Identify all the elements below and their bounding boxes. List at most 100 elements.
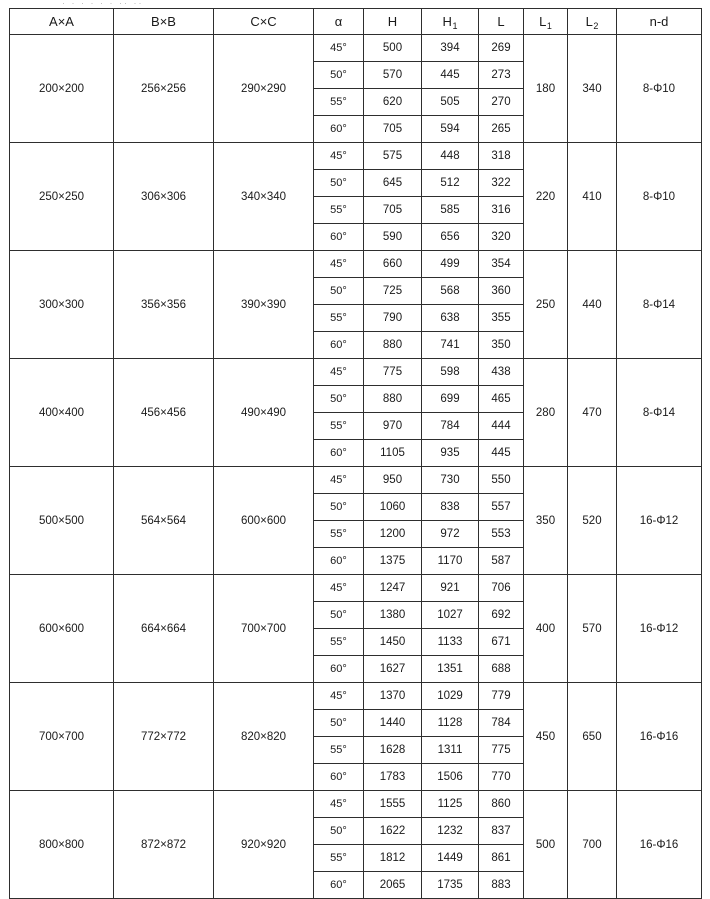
group-cell-cxc: 700×700 (213, 574, 314, 683)
h1-value-cell: 699 (421, 385, 479, 413)
l-value-cell: 444 (478, 412, 524, 440)
h1-value-cell: 1128 (421, 709, 479, 737)
table-row: 55° 790 638 355 (10, 304, 702, 332)
h1-value-cell: 394 (421, 34, 479, 62)
angle-cell: 55° (313, 412, 364, 440)
column-header-cxc: C×C (213, 8, 314, 35)
angle-cell: 50° (313, 169, 364, 197)
h-value-cell: 660 (363, 250, 422, 278)
h1-value-cell: 594 (421, 115, 479, 143)
h-value-cell: 1450 (363, 628, 422, 656)
group-cell-axa: 700×700 (9, 682, 114, 791)
angle-cell: 55° (313, 88, 364, 116)
group-cell-l2: 700 (567, 790, 617, 899)
group-cell-l2: 570 (567, 574, 617, 683)
column-header-l: L (478, 8, 524, 35)
table-row: 500×500 564×564 600×600 45° 950 730 550 350 520 1… (9, 466, 702, 575)
group-cell-l1: 220 (523, 142, 568, 251)
h1-value-cell: 1311 (421, 736, 479, 764)
angle-cell: 50° (313, 817, 364, 845)
l-value-cell: 273 (478, 61, 524, 89)
h1-value-cell: 730 (421, 466, 479, 494)
l-value-cell: 671 (478, 628, 524, 656)
angle-cell: 50° (313, 61, 364, 89)
table-row: 50° 1060 838 557 (10, 493, 702, 521)
column-header-l2: L2 (567, 8, 617, 35)
group-cell-cxc: 290×290 (213, 34, 314, 143)
h-value-cell: 1622 (363, 817, 422, 845)
l-value-cell: 269 (478, 34, 524, 62)
angle-cell: 50° (313, 601, 364, 629)
group-cell-axa: 400×400 (9, 358, 114, 467)
group-cell-nd: 8-Φ14 (616, 250, 702, 359)
h-value-cell: 725 (363, 277, 422, 305)
column-header-subscript: 2 (593, 21, 599, 31)
group-cell-cxc: 820×820 (213, 682, 314, 791)
angle-cell: 60° (313, 547, 364, 575)
h-value-cell: 705 (363, 115, 422, 143)
h-value-cell: 1783 (363, 763, 422, 791)
column-header-label: A×A (49, 14, 74, 29)
group-cell-cxc: 390×390 (213, 250, 314, 359)
l-value-cell: 270 (478, 88, 524, 116)
table-row: 50° 1440 1128 784 (10, 709, 702, 737)
table-row: 50° 1380 1027 692 (10, 601, 702, 629)
table-row: 60° 590 656 320 (10, 223, 702, 251)
l-value-cell: 557 (478, 493, 524, 521)
l-value-cell: 770 (478, 763, 524, 791)
h-value-cell: 1627 (363, 655, 422, 683)
table-row: 700×700 772×772 820×820 45° 1370 1029 779 450 65… (9, 682, 702, 791)
h1-value-cell: 1170 (421, 547, 479, 575)
group-cell-nd: 8-Φ10 (616, 34, 702, 143)
h-value-cell: 880 (363, 331, 422, 359)
table-row: 300×300 356×356 390×390 45° 660 499 354 250 440 8… (9, 250, 702, 359)
angle-cell: 55° (313, 736, 364, 764)
h1-value-cell: 656 (421, 223, 479, 251)
h1-value-cell: 838 (421, 493, 479, 521)
l-value-cell: 265 (478, 115, 524, 143)
table-row: 55° 1450 1133 671 (10, 628, 702, 656)
h-value-cell: 500 (363, 34, 422, 62)
group-cell-l1: 500 (523, 790, 568, 899)
table-row: 250×250 306×306 340×340 45° 575 448 318 220 410 8… (9, 142, 702, 251)
angle-cell: 45° (313, 142, 364, 170)
l-value-cell: 316 (478, 196, 524, 224)
column-header-label: C×C (250, 14, 277, 29)
column-header-label: L (497, 14, 505, 29)
table-row: 400×400 456×456 490×490 45° 775 598 438 280 470 8… (9, 358, 702, 467)
column-header-subscript: 1 (452, 21, 458, 31)
column-header-label: α (334, 14, 343, 29)
header-row: A×A B×B C×C α H H1 L L1 L2 n-d (9, 8, 702, 35)
group-cell-l1: 350 (523, 466, 568, 575)
h1-value-cell: 1506 (421, 763, 479, 791)
h1-value-cell: 512 (421, 169, 479, 197)
group-cell-nd: 16-Φ16 (616, 790, 702, 899)
l-value-cell: 550 (478, 466, 524, 494)
table-row: 55° 1200 972 553 (10, 520, 702, 548)
angle-cell: 45° (313, 250, 364, 278)
angle-cell: 50° (313, 385, 364, 413)
angle-cell: 45° (313, 682, 364, 710)
column-header-label: B×B (151, 14, 176, 29)
h-value-cell: 1812 (363, 844, 422, 872)
h-value-cell: 575 (363, 142, 422, 170)
l-value-cell: 354 (478, 250, 524, 278)
h-value-cell: 1247 (363, 574, 422, 602)
h1-value-cell: 1232 (421, 817, 479, 845)
group-cell-l1: 180 (523, 34, 568, 143)
angle-cell: 60° (313, 115, 364, 143)
angle-cell: 55° (313, 844, 364, 872)
column-header-subscript: 1 (546, 21, 552, 31)
group-cell-cxc: 490×490 (213, 358, 314, 467)
table-row: 55° 1628 1311 775 (10, 736, 702, 764)
angle-cell: 55° (313, 628, 364, 656)
h1-value-cell: 1029 (421, 682, 479, 710)
table-body: 200×200 256×256 290×290 45° 500 394 269 180 340 8… (9, 34, 702, 899)
h-value-cell: 645 (363, 169, 422, 197)
group-cell-l2: 470 (567, 358, 617, 467)
column-header-label: L1 (539, 14, 552, 31)
page: · · · · · · ·· ·· A×A B×B C×C α H H1 L L1 L2 n-d … (9, 0, 702, 899)
table-row: 60° 880 741 350 (10, 331, 702, 359)
h-value-cell: 1380 (363, 601, 422, 629)
h1-value-cell: 499 (421, 250, 479, 278)
